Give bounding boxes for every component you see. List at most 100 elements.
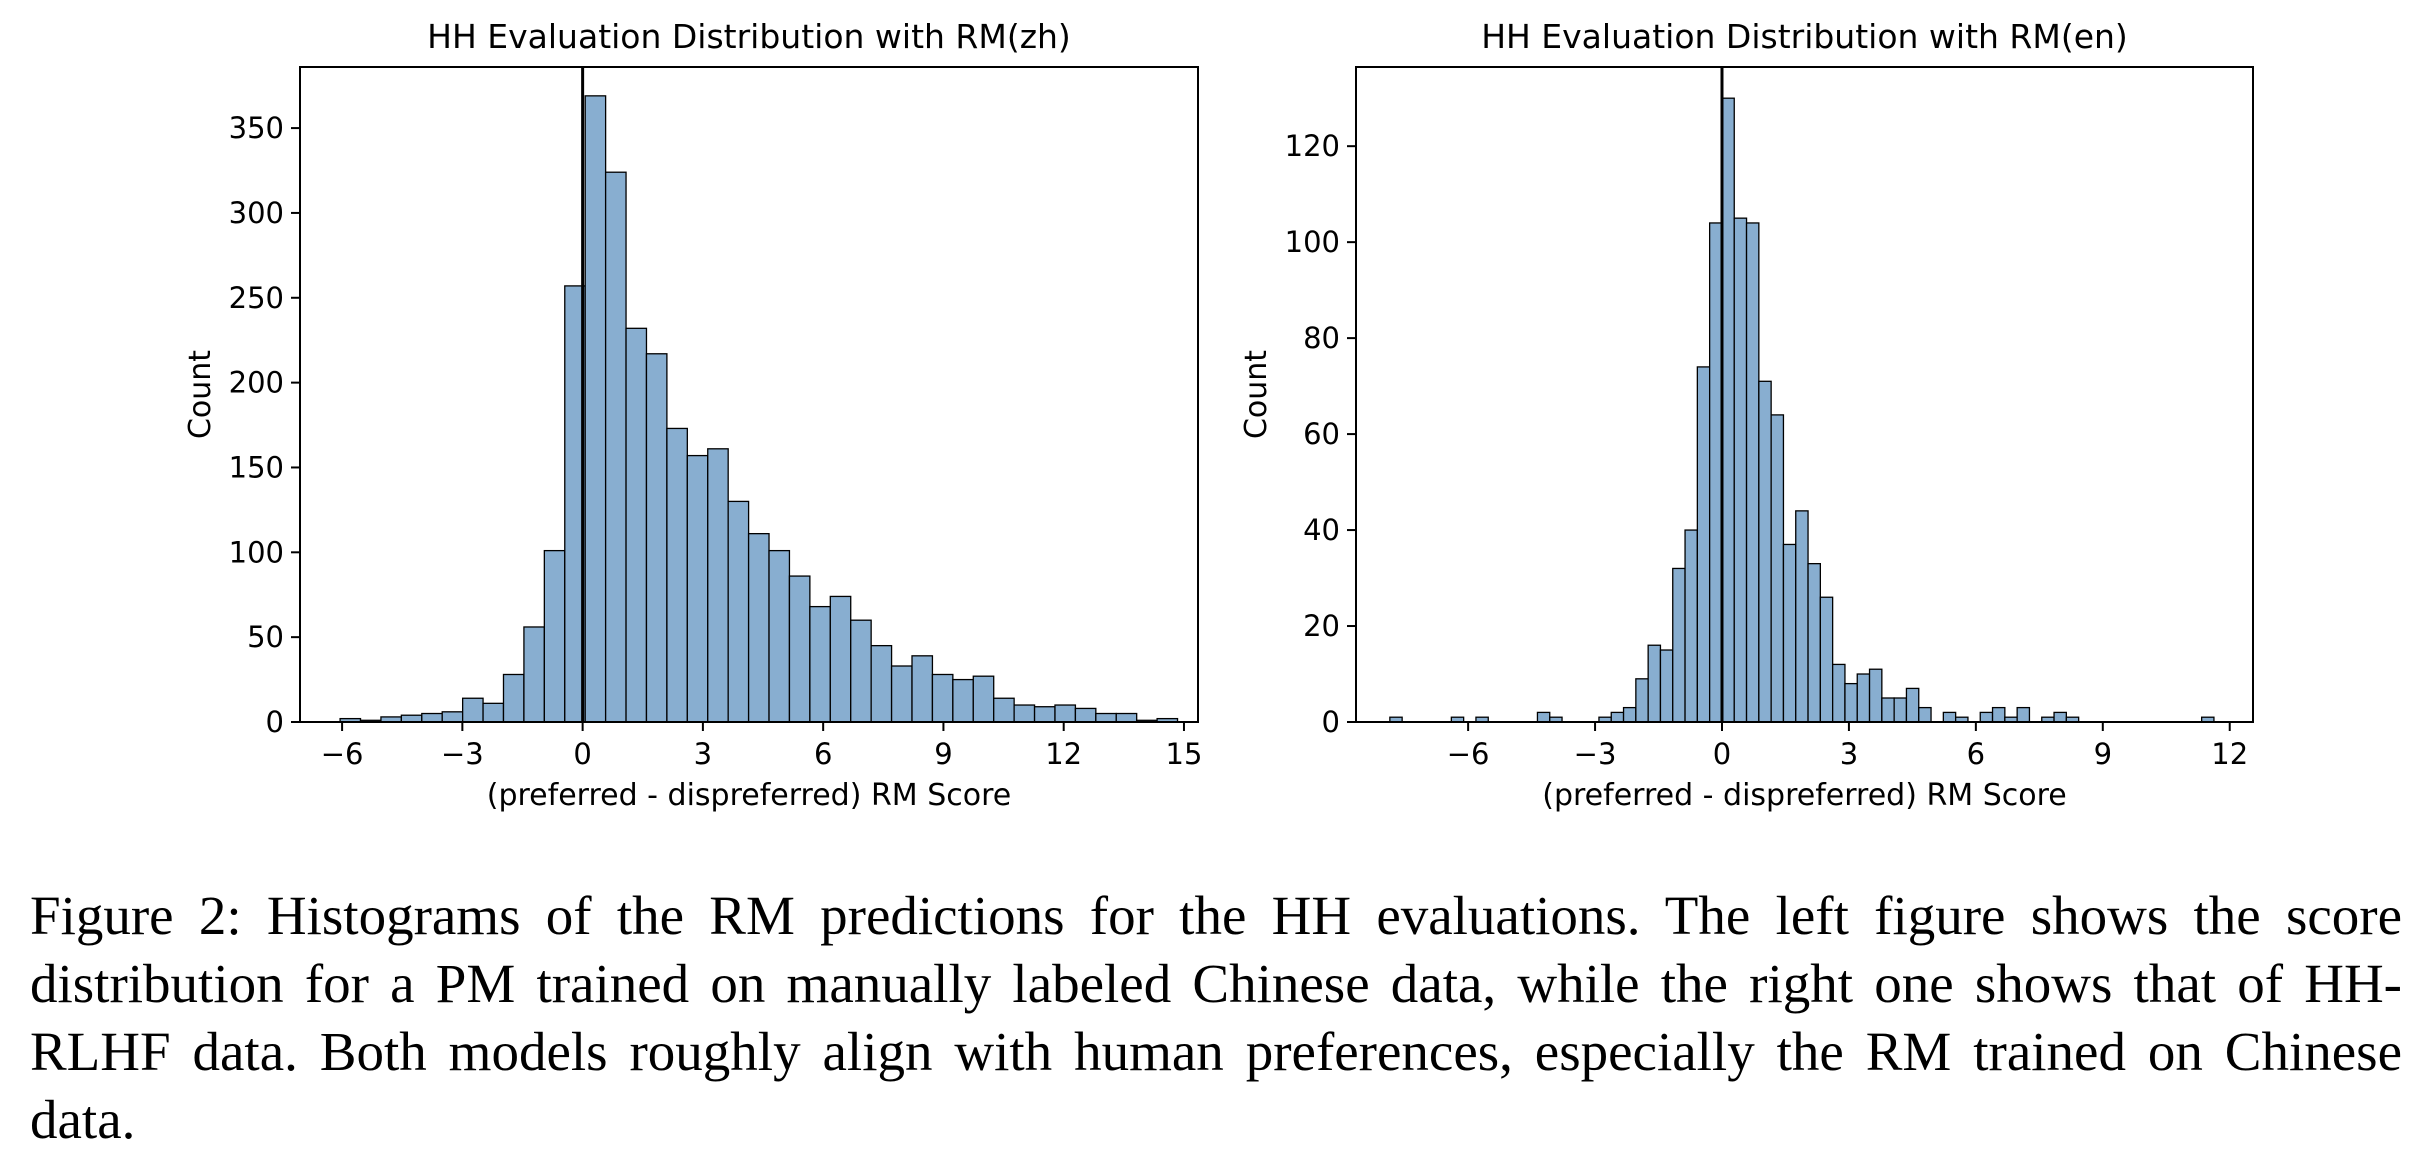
x-tick-label: 0 <box>1713 737 1731 771</box>
histogram-bar <box>870 644 893 723</box>
y-tick-label: 300 <box>229 196 284 230</box>
y-axis-label: Count <box>183 350 218 439</box>
x-tick-label: 15 <box>1166 737 1203 771</box>
x-tick-label: 3 <box>1840 737 1858 771</box>
histogram-bar <box>1033 706 1056 723</box>
histogram-bar <box>1536 711 1551 723</box>
histogram-bar <box>952 678 974 723</box>
histogram-bar <box>523 626 545 723</box>
histogram-bar <box>1054 704 1077 723</box>
histogram-bar <box>890 665 913 723</box>
plot-frame <box>299 66 1199 723</box>
histogram-bar <box>482 702 505 723</box>
histogram-bar <box>1868 668 1883 723</box>
histogram-bar <box>584 95 607 723</box>
x-tick-label: 0 <box>573 737 591 771</box>
histogram-bar <box>604 171 627 723</box>
histogram-bar <box>1672 567 1686 723</box>
histogram-bar <box>1659 649 1674 723</box>
histogram-bar <box>788 575 811 723</box>
histogram-bar <box>1831 663 1846 723</box>
x-tick-label: 6 <box>1967 737 1985 771</box>
x-axis-label: (preferred - dispreferred) RM Score <box>487 778 1012 813</box>
y-tick-label: 40 <box>1303 513 1340 547</box>
histogram-bar <box>1095 712 1117 723</box>
histogram-bar <box>2016 706 2031 723</box>
histogram-bar <box>1844 682 1858 723</box>
histogram-bar <box>400 714 423 723</box>
histogram-bar <box>1733 217 1748 723</box>
histogram-bar <box>1074 707 1097 723</box>
histogram-bar <box>1856 673 1871 723</box>
histogram-bar <box>829 595 852 723</box>
histogram-bar <box>1696 366 1711 723</box>
y-tick-label: 100 <box>229 535 284 569</box>
histogram-bar <box>1991 706 2006 723</box>
y-tick-label: 20 <box>1303 609 1340 643</box>
y-tick-label: 120 <box>1285 129 1340 163</box>
histogram-bar <box>543 549 566 723</box>
y-tick-label: 60 <box>1303 417 1340 451</box>
histogram-bar <box>1782 543 1797 723</box>
histogram-bar <box>993 697 1015 723</box>
histogram-bar <box>1979 711 1994 723</box>
plot-frame <box>1355 66 2254 723</box>
histogram-bar <box>1942 711 1957 723</box>
histogram-bar <box>727 500 750 723</box>
histogram-bar <box>1647 644 1662 723</box>
histogram-bar <box>1115 712 1138 723</box>
histogram-bar <box>1770 414 1785 723</box>
chart-title: HH Evaluation Distribution with RM(zh) <box>427 17 1071 56</box>
histogram-bar <box>911 655 934 723</box>
x-tick-label: 9 <box>2094 737 2112 771</box>
histogram-bar <box>1893 697 1908 723</box>
y-tick-label: 0 <box>266 705 284 739</box>
histogram-bar <box>1684 529 1698 723</box>
histogram-bar <box>502 673 525 723</box>
histogram-bar <box>1819 596 1834 723</box>
y-tick-label: 50 <box>247 620 284 654</box>
x-tick-label: 12 <box>1045 737 1082 771</box>
histogram-bar <box>1610 711 1625 723</box>
y-tick-label: 150 <box>229 450 284 484</box>
histogram-bar <box>1918 706 1932 723</box>
histogram-bar <box>707 448 729 723</box>
histogram-bar <box>768 549 791 723</box>
y-tick-label: 0 <box>1322 705 1340 739</box>
histogram-bar <box>645 353 668 723</box>
histogram-bar <box>421 712 443 723</box>
histogram-bar <box>1622 706 1637 723</box>
histogram-bar <box>747 532 770 723</box>
histogram-bar <box>441 711 464 723</box>
histogram-bar <box>2053 711 2067 723</box>
x-axis-label: (preferred - dispreferred) RM Score <box>1542 778 2067 813</box>
y-axis-label: Count <box>1239 350 1274 439</box>
histogram-bar <box>1708 222 1723 723</box>
x-tick-label: −3 <box>441 737 484 771</box>
figure-caption: Figure 2: Histograms of the RM predictio… <box>30 885 2402 1150</box>
histogram-bar <box>461 697 484 723</box>
histogram-bar <box>972 675 995 723</box>
histogram-bar <box>1881 697 1895 723</box>
y-tick-label: 100 <box>1285 225 1340 259</box>
y-tick-label: 350 <box>229 111 284 145</box>
y-tick-label: 250 <box>229 281 284 315</box>
x-tick-label: 9 <box>934 737 952 771</box>
histogram-bar <box>1721 97 1735 723</box>
x-tick-label: −3 <box>1574 737 1617 771</box>
histogram-bar <box>1807 562 1821 723</box>
histogram-bar <box>686 454 709 723</box>
chart-title: HH Evaluation Distribution with RM(en) <box>1481 17 2128 56</box>
histogram-bar <box>809 605 831 723</box>
histogram-bar <box>931 673 954 723</box>
histogram-bar <box>850 619 872 723</box>
y-tick-label: 200 <box>229 366 284 400</box>
histogram-bar <box>1905 687 1920 723</box>
x-tick-label: 3 <box>694 737 712 771</box>
x-tick-label: 6 <box>814 737 832 771</box>
y-tick-label: 80 <box>1303 321 1340 355</box>
histogram-bar <box>1758 380 1772 723</box>
